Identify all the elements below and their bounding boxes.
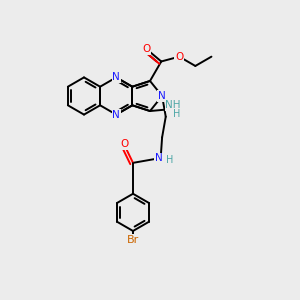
Text: N: N (158, 91, 166, 101)
Text: H: H (173, 109, 180, 119)
Text: H: H (166, 155, 174, 165)
Text: O: O (175, 52, 183, 62)
Text: N: N (112, 72, 120, 82)
Text: O: O (120, 139, 128, 149)
Text: NH: NH (165, 100, 181, 110)
Text: Br: Br (127, 235, 139, 245)
Text: O: O (142, 44, 151, 54)
Text: N: N (112, 110, 120, 120)
Text: N: N (154, 153, 162, 164)
